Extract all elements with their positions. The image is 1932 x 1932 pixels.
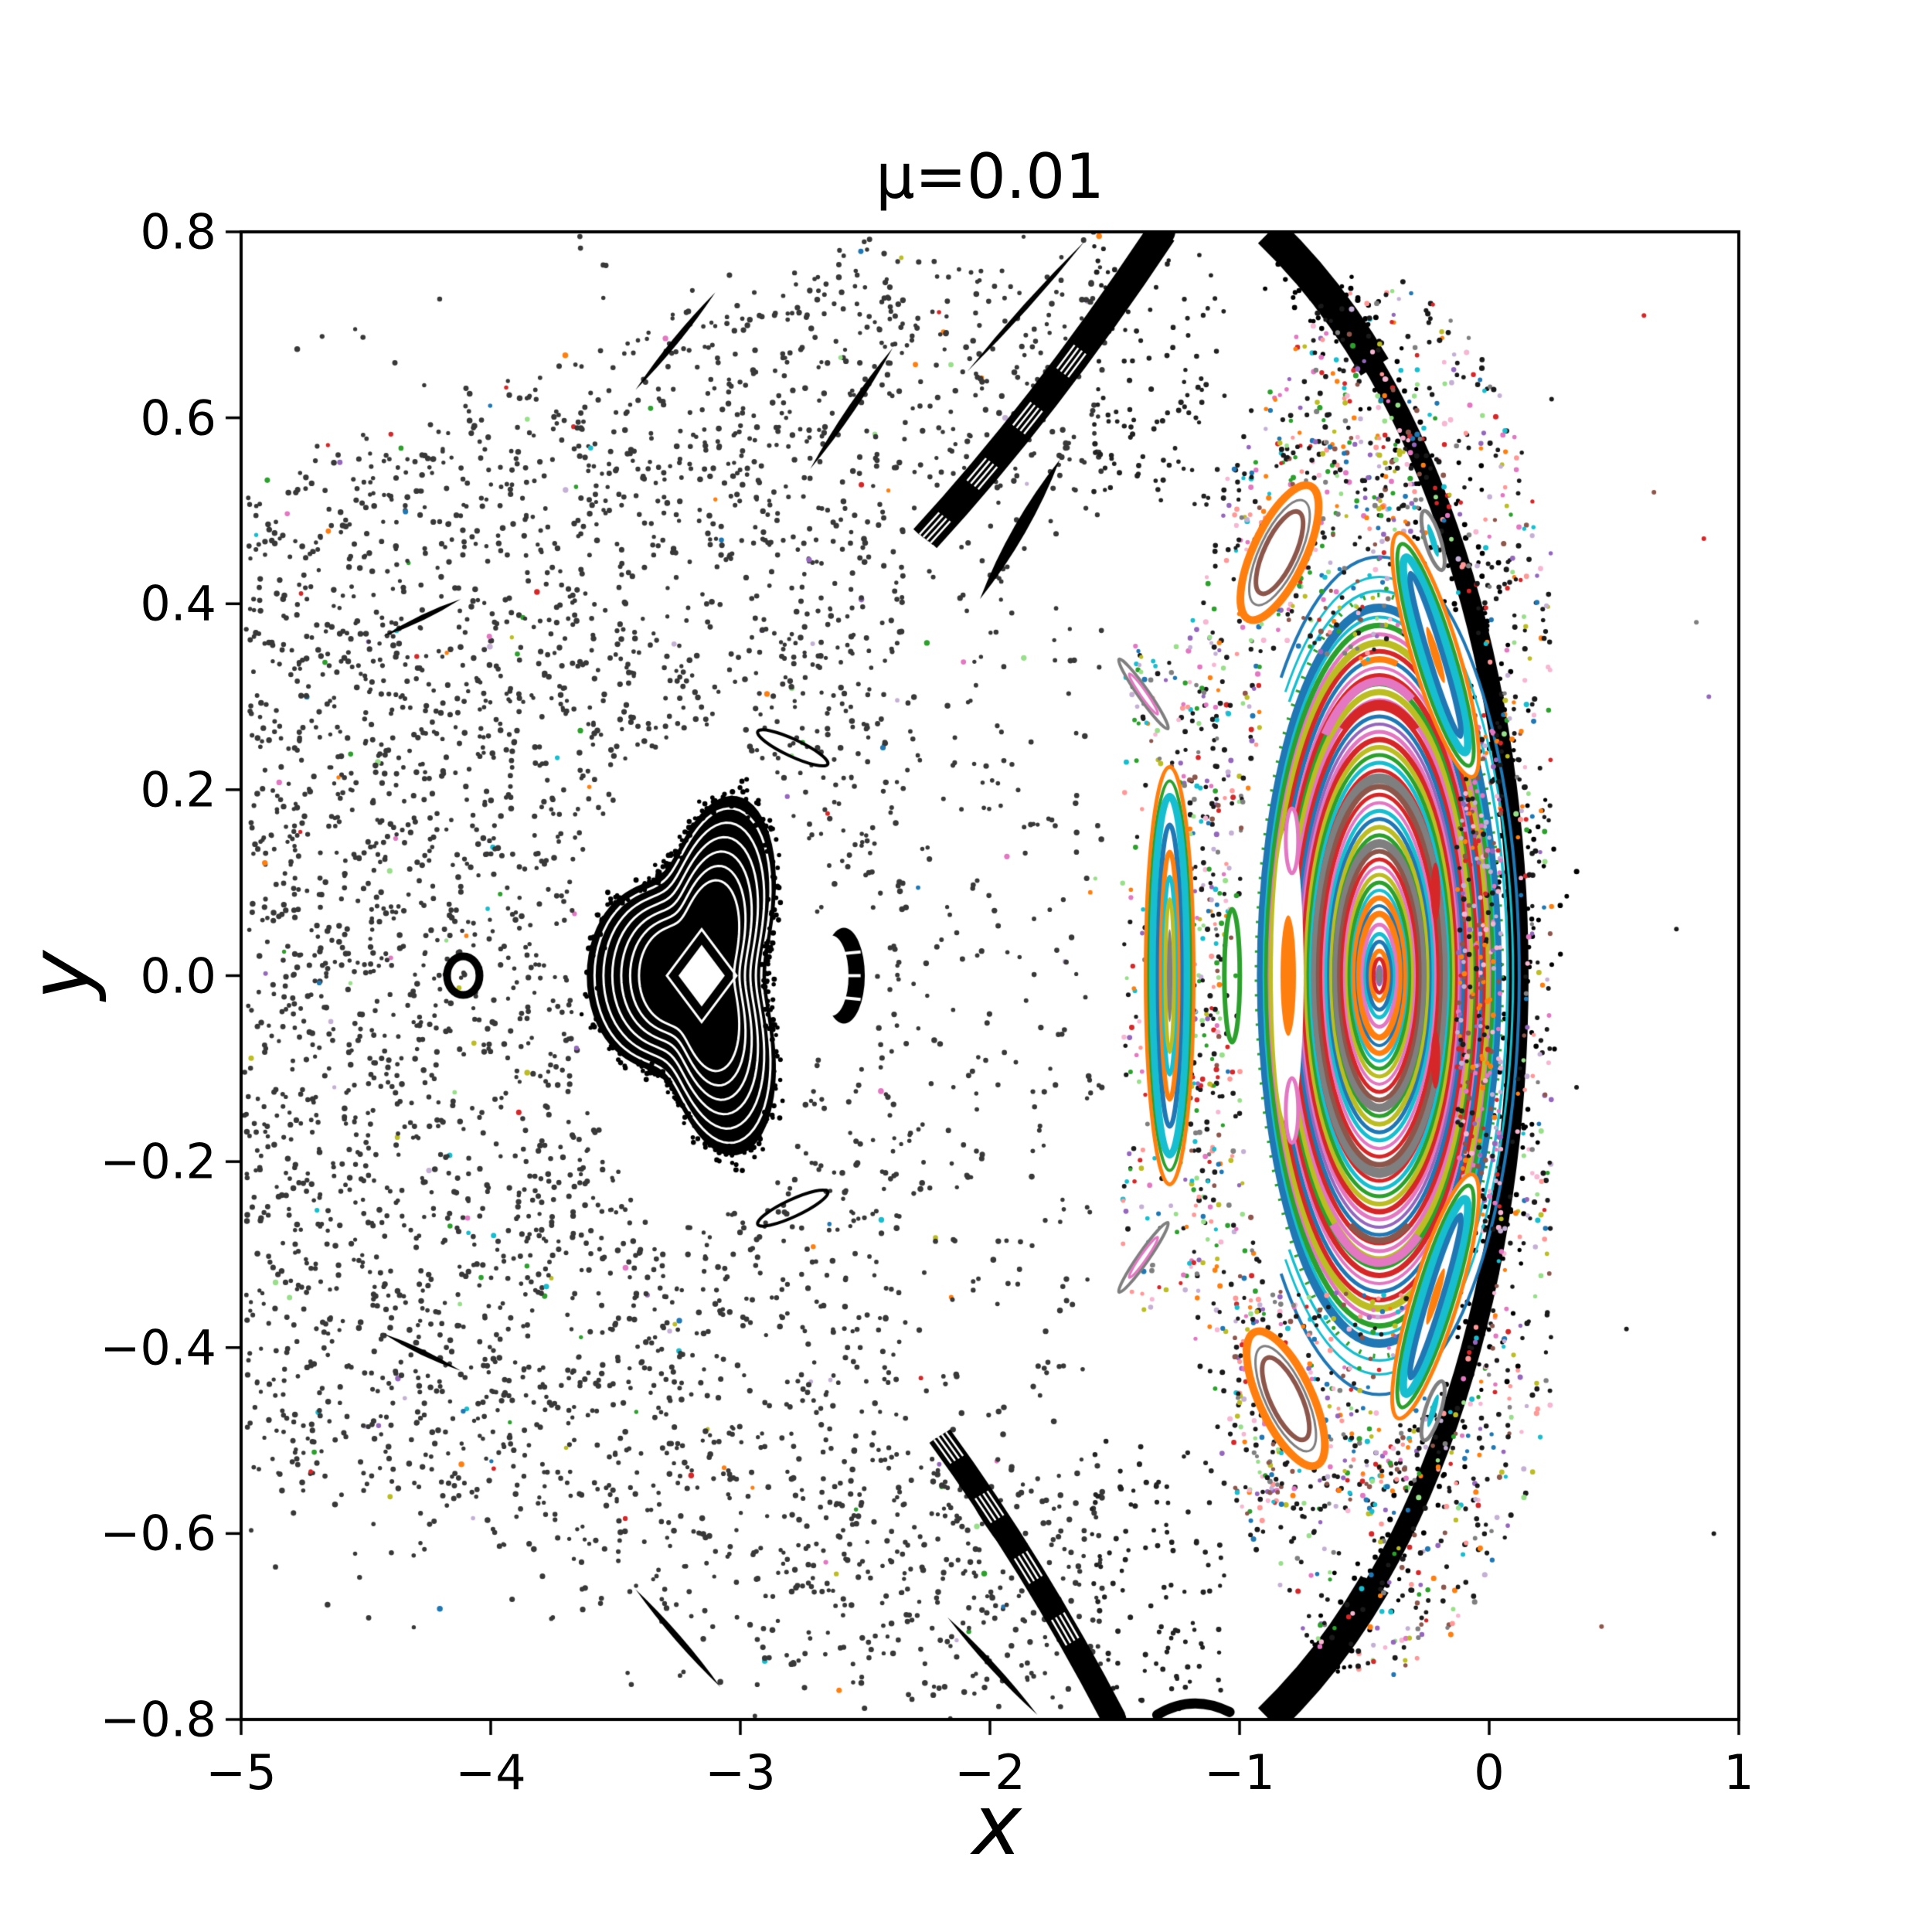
y-tick-label: −0.4: [100, 1319, 216, 1376]
y-tick-label: 0.6: [140, 389, 216, 447]
y-tick-label: 0.2: [140, 761, 216, 818]
x-tick-label: −2: [954, 1744, 1026, 1801]
y-tick-label: −0.2: [100, 1133, 216, 1190]
plot-title: μ=0.01: [875, 141, 1105, 213]
x-tick-label: 1: [1723, 1744, 1754, 1801]
y-tick-label: −0.6: [100, 1505, 216, 1562]
y-tick-label: 0.8: [140, 203, 216, 260]
y-axis-label: y: [12, 951, 109, 1000]
y-tick-label: −0.8: [100, 1691, 216, 1748]
y-tick-label: 0.4: [140, 575, 216, 632]
x-axis-label: x: [972, 1777, 1022, 1874]
x-tick-label: −3: [705, 1744, 776, 1801]
x-tick-label: −4: [455, 1744, 526, 1801]
x-tick-label: −1: [1204, 1744, 1275, 1801]
y-tick-label: 0.0: [140, 947, 216, 1004]
x-tick-label: 0: [1474, 1744, 1505, 1801]
x-tick-label: −5: [206, 1744, 277, 1801]
